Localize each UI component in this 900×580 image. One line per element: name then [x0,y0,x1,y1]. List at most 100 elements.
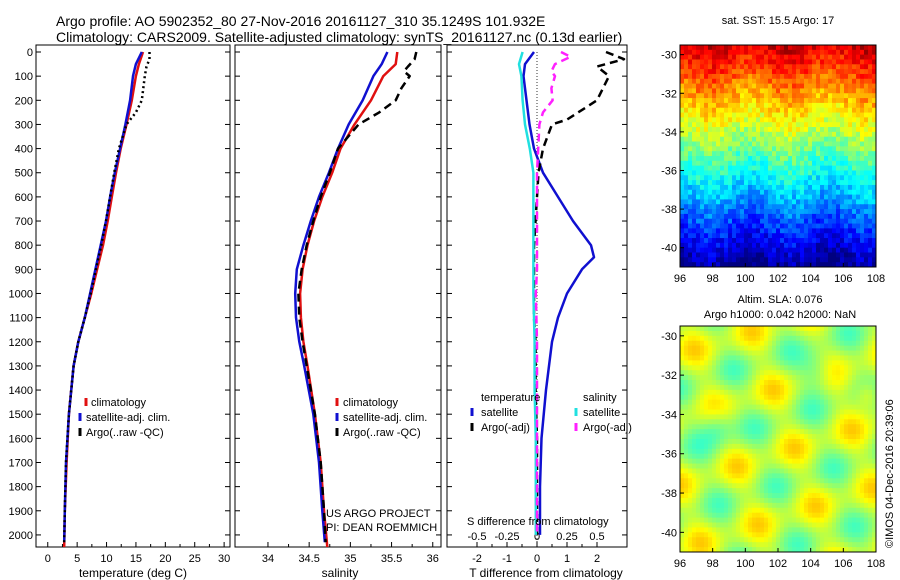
map-cell [824,404,829,411]
map-cell [756,204,761,210]
map-cell [756,527,761,533]
map-cell [744,483,749,489]
map-cell [864,507,869,514]
map-cell [844,141,849,147]
depth-tick-label: 1100 [9,313,33,325]
map-cell [872,78,876,85]
map-cell [840,49,845,56]
map-cell [756,532,761,538]
map-cell [712,478,717,484]
map-cell [828,512,833,519]
map-cell [740,257,745,263]
map-cell [700,165,705,172]
map-cell [828,330,833,337]
map-cell [740,483,745,489]
map-cell [692,522,697,529]
map-cell [788,517,793,524]
map-cell [708,434,713,440]
map-cell [832,122,837,128]
map-cell [760,370,765,376]
map-cell [708,73,713,80]
map-cell [740,127,745,133]
map-cell [828,443,833,450]
map-cell [696,409,701,416]
map-cell [720,404,725,411]
map-cell [816,502,821,509]
map-cell [792,127,797,133]
map-cell [828,165,833,172]
map-cell [856,517,861,524]
map-cell [720,83,725,90]
map-cell [784,345,789,352]
map-cell [748,131,753,138]
map-cell [680,542,685,548]
map-cell [808,122,813,128]
map-cell [856,434,861,440]
map-cell [756,223,761,229]
map-cell [808,83,813,90]
map-cell [748,389,753,396]
map-cell [704,199,709,205]
map-cell [788,527,793,533]
map-cell [840,429,845,435]
map-cell [808,242,813,249]
map-cell [800,146,805,152]
map-cell [768,537,773,543]
map-cell [732,88,737,94]
map-cell [740,330,745,337]
map-cell [840,483,845,489]
map-cell [856,350,861,357]
map-cell [716,160,721,167]
map-cell [756,414,761,420]
map-cell [720,517,725,524]
map-cell [832,350,837,357]
map-cell [700,409,705,416]
map-cell [832,473,837,479]
map-cell [804,102,809,109]
map-cell [832,136,837,143]
map-cell [740,165,745,172]
map-cell [780,170,785,176]
map-cell [868,468,873,474]
map-cell [824,218,829,225]
map-cell [768,443,773,450]
map-cell [808,330,813,337]
map-cell [816,448,821,455]
map-cell [860,443,865,450]
map-cell [804,117,809,123]
map-cell [868,360,873,366]
map-cell [756,242,761,249]
map-cell [684,204,689,210]
map-cell [872,409,876,416]
map-cell [728,512,733,519]
map-cell [856,54,861,61]
map-cell [720,355,725,361]
map-cell [768,522,773,529]
map-cell [800,233,805,239]
map-cell [740,350,745,357]
map-cell [820,136,825,143]
map-cell [788,189,793,196]
map-cell [708,151,713,157]
map-cell [812,156,817,162]
map-cell [808,488,813,494]
map-cell [740,117,745,123]
map-cell [680,247,685,254]
map-cell [872,434,876,440]
map-lon-tick-label: 96 [674,558,686,570]
map-cell [776,64,781,70]
map-cell [684,517,689,524]
map-cell [700,223,705,229]
x-tick-label: 10 [100,553,112,565]
map-cell [696,375,701,381]
map-cell [776,107,781,114]
map-cell [760,257,765,263]
map-cell [836,184,841,191]
map-cell [724,517,729,524]
map-cell [860,399,865,406]
map-cell [716,131,721,138]
map-cell [720,180,725,186]
map-cell [792,252,797,258]
map-cell [820,355,825,361]
map-cell [768,160,773,167]
